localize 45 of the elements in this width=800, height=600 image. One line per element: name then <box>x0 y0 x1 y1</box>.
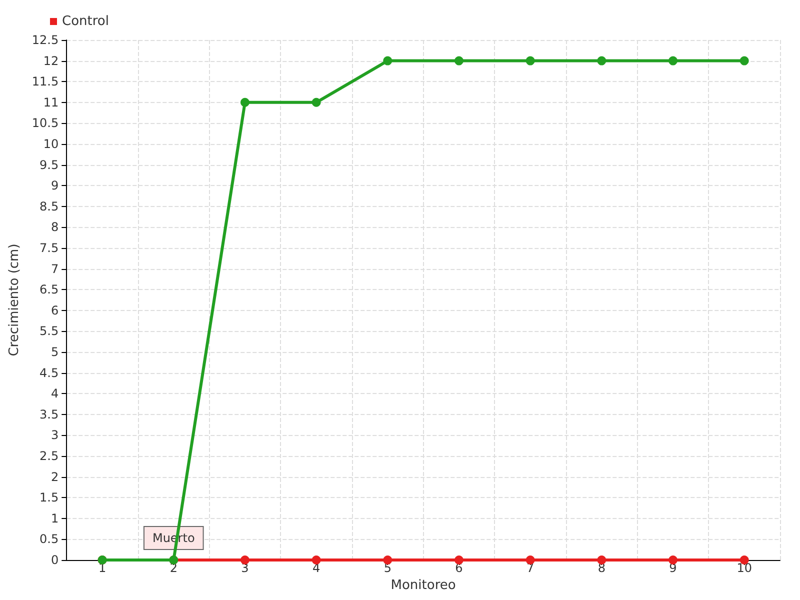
y-tick-label: 8.5 <box>40 199 59 214</box>
point <box>454 56 464 66</box>
y-tick-label: 11 <box>43 95 59 110</box>
y-tick-label: 1.5 <box>40 490 59 505</box>
point <box>312 556 321 564</box>
point <box>454 556 464 564</box>
y-tick-label: 12 <box>43 54 59 68</box>
point <box>240 98 250 107</box>
y-tick-label: 12.5 <box>32 33 59 47</box>
y-tick-label: 11.5 <box>32 74 59 89</box>
y-tick-label: 6.5 <box>40 282 59 297</box>
point <box>740 56 749 66</box>
y-tick-label: 10 <box>43 137 59 151</box>
y-tick-label: 0 <box>50 553 59 567</box>
y-tick-label: 2.5 <box>40 449 59 463</box>
point <box>240 556 250 564</box>
x-tick-label: 10 <box>736 561 752 575</box>
y-tick-label: 7 <box>50 262 59 276</box>
y-tick-label: 4.5 <box>40 366 59 380</box>
y-tick-label: 5.5 <box>40 324 59 338</box>
y-tick-label: 2 <box>50 470 59 484</box>
point <box>597 556 606 564</box>
point <box>383 556 392 564</box>
y-tick-label: 3 <box>50 428 59 442</box>
point <box>312 98 321 107</box>
y-tick-label: 3.5 <box>40 407 59 422</box>
x-axis-title: Monitoreo <box>390 578 456 593</box>
y-tick-label: 9 <box>50 178 59 193</box>
y-axis-title: Crecimiento (cm) <box>7 244 22 356</box>
y-tick-label: 8 <box>50 220 59 234</box>
y-tick-label: 1 <box>50 511 59 526</box>
point <box>526 56 535 66</box>
y-tick-label: 5 <box>50 345 59 359</box>
legend-label: Control <box>62 14 109 29</box>
y-tick-label: 0.5 <box>40 532 59 546</box>
y-tick-label: 10.5 <box>32 116 59 130</box>
point <box>383 56 392 66</box>
point <box>597 56 606 66</box>
point <box>526 556 535 564</box>
point <box>668 556 678 564</box>
y-tick-label: 6 <box>50 303 59 318</box>
point <box>668 56 678 66</box>
y-tick-label: 7.5 <box>40 241 59 255</box>
y-tick-label: 4 <box>50 386 59 401</box>
y-tick-label: 9.5 <box>40 158 59 172</box>
